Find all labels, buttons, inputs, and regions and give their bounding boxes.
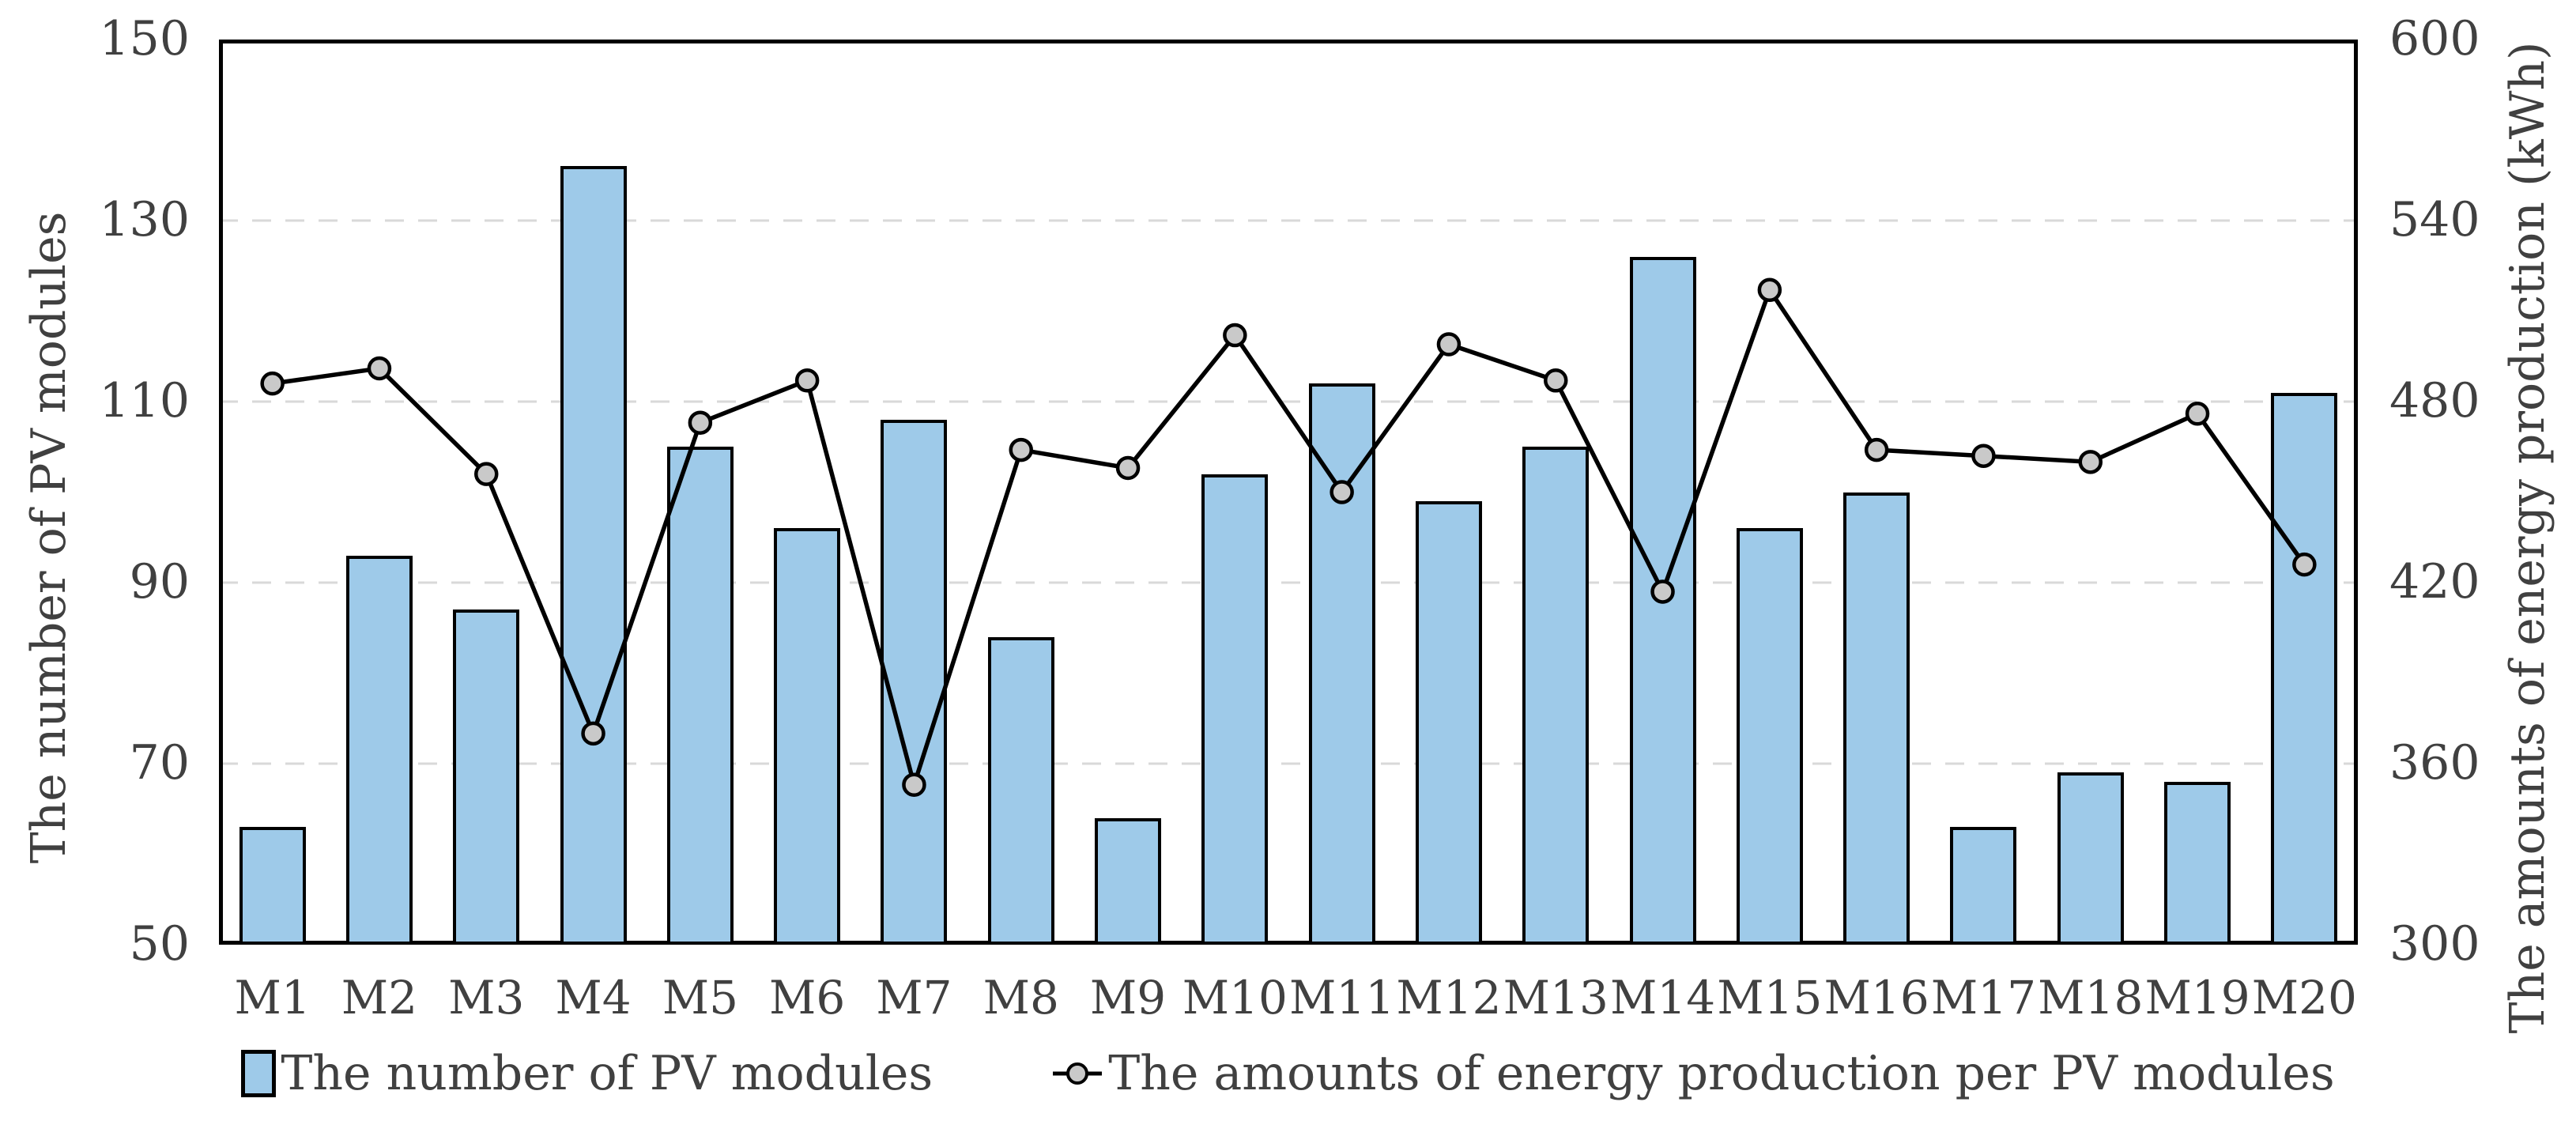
x-tick-label-M5: M5 [662, 971, 738, 1025]
bar-M1 [239, 827, 306, 945]
bar-M3 [453, 610, 520, 945]
x-tick-label-M1: M1 [234, 971, 311, 1025]
right-tick-label: 600 [2389, 10, 2480, 66]
x-tick-label-M4: M4 [555, 971, 632, 1025]
legend-label: The amounts of energy production per PV … [1108, 1046, 2335, 1101]
x-tick-label-M13: M13 [1503, 971, 1609, 1025]
bar-M2 [345, 555, 413, 945]
right-tick-label: 300 [2389, 915, 2480, 972]
line-marker-M20 [2292, 552, 2317, 577]
bar-M8 [987, 636, 1054, 945]
bar-M10 [1201, 474, 1269, 945]
line-marker-M5 [688, 410, 713, 435]
line-marker-M8 [1009, 437, 1033, 462]
line-marker-M1 [260, 371, 285, 396]
line-path [272, 285, 2306, 793]
line-marker-M10 [1223, 323, 1247, 348]
legend-label: The number of PV modules [281, 1046, 933, 1101]
x-tick-label-M11: M11 [1289, 971, 1395, 1025]
line-marker-icon [1053, 1062, 1103, 1085]
line-marker-M13 [1544, 368, 1568, 393]
bar-swatch-icon [241, 1050, 277, 1097]
x-tick-label-M18: M18 [2038, 971, 2144, 1025]
bar-M17 [1950, 827, 2017, 945]
bar-M5 [666, 447, 734, 945]
bar-M20 [2271, 392, 2338, 945]
x-tick-label-M8: M8 [983, 971, 1059, 1025]
right-tick-label: 480 [2389, 372, 2480, 428]
bar-M18 [2057, 772, 2124, 945]
x-tick-label-M20: M20 [2251, 971, 2357, 1025]
right-tick-label: 540 [2389, 191, 2480, 247]
x-tick-label-M2: M2 [341, 971, 418, 1025]
right-tick-label: 360 [2389, 734, 2480, 791]
line-marker-M14 [1650, 579, 1675, 604]
x-tick-label-M16: M16 [1824, 971, 1929, 1025]
line-marker-M4 [581, 721, 605, 746]
line-marker-M16 [1864, 437, 1889, 462]
bar-M4 [560, 166, 627, 945]
bar-M19 [2164, 781, 2231, 945]
bar-M6 [774, 528, 841, 945]
line-marker-M11 [1329, 480, 1354, 504]
line-marker-M7 [902, 772, 926, 797]
x-tick-label-M3: M3 [448, 971, 525, 1025]
left-tick-label: 110 [99, 372, 190, 428]
line-marker-M12 [1436, 332, 1461, 357]
line-marker-M2 [367, 356, 392, 381]
x-tick-label-M19: M19 [2144, 971, 2250, 1025]
line-marker-M15 [1757, 277, 1782, 303]
legend: The number of PV modules The amounts of … [0, 1050, 2576, 1097]
bar-M16 [1843, 492, 1910, 945]
line-marker-M18 [2078, 450, 2103, 474]
right-tick-label: 420 [2389, 553, 2480, 610]
legend-item-line-series: The amounts of energy production per PV … [1051, 1046, 2335, 1101]
left-tick-label: 70 [129, 734, 190, 791]
bar-M12 [1415, 500, 1482, 945]
left-tick-label: 90 [129, 553, 190, 610]
x-tick-label-M7: M7 [876, 971, 952, 1025]
x-tick-label-M9: M9 [1089, 971, 1167, 1025]
x-tick-label-M6: M6 [768, 971, 846, 1025]
line-marker-M19 [2185, 402, 2210, 426]
line-marker-M17 [1971, 443, 1996, 468]
bar-M9 [1095, 817, 1162, 945]
left-tick-label: 150 [99, 10, 190, 66]
x-tick-label-M14: M14 [1609, 971, 1716, 1025]
x-tick-label-M17: M17 [1930, 971, 2037, 1025]
plot-area [219, 40, 2358, 945]
legend-item-bar-series: The number of PV modules [241, 1050, 933, 1097]
line-marker-M6 [794, 368, 820, 393]
bar-M15 [1736, 528, 1803, 945]
bar-M11 [1308, 383, 1375, 945]
left-tick-label: 130 [99, 191, 190, 247]
left-axis-title: The number of PV modules [21, 211, 77, 864]
bar-M13 [1522, 447, 1590, 945]
x-tick-label-M15: M15 [1717, 971, 1823, 1025]
x-tick-label-M10: M10 [1182, 971, 1288, 1025]
line-marker-M9 [1115, 455, 1141, 481]
x-tick-label-M12: M12 [1396, 971, 1502, 1025]
line-marker-M3 [474, 462, 499, 486]
left-tick-label: 50 [129, 915, 190, 972]
right-axis-title: The amounts of energy production (kWh) [2500, 41, 2555, 1034]
